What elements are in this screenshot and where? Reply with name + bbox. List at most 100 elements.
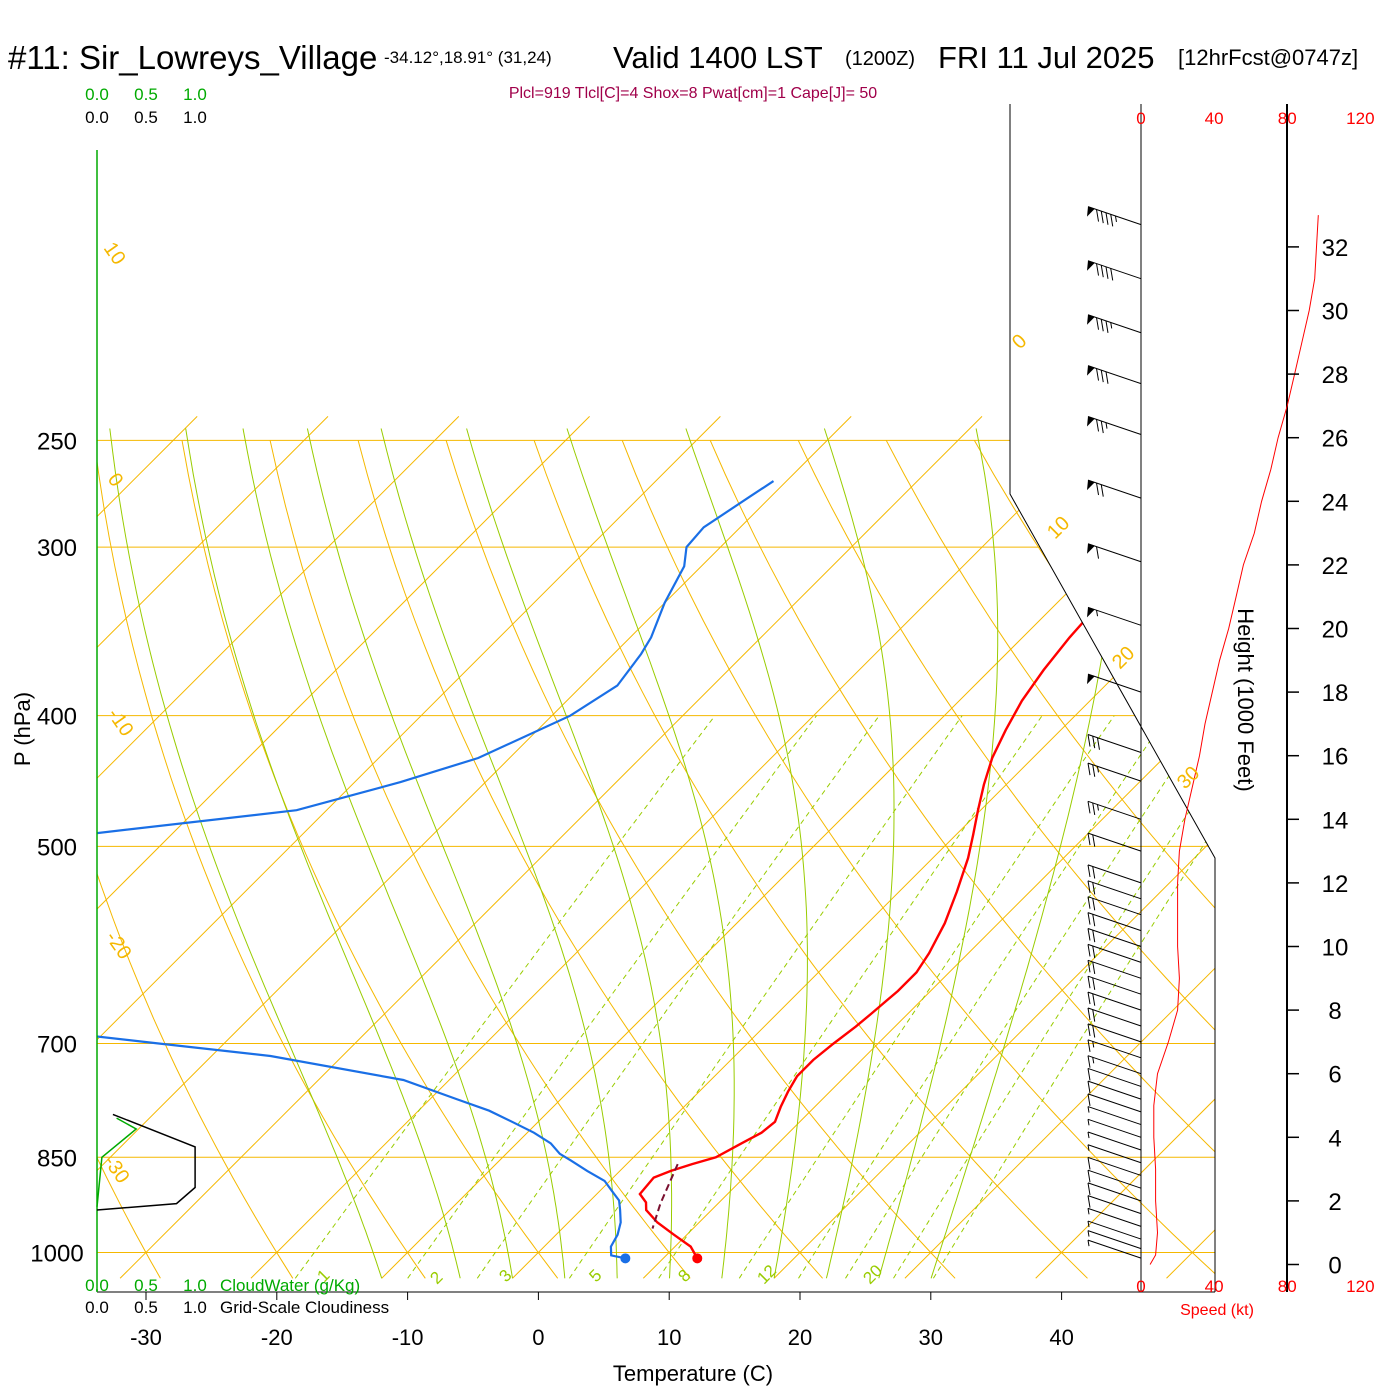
forecast-info: [12hrFcst@0747z] bbox=[1178, 45, 1358, 70]
speed-top-tick: 120 bbox=[1346, 109, 1374, 128]
speed-bottom-tick: 40 bbox=[1205, 1277, 1224, 1296]
barb-full bbox=[1092, 977, 1096, 990]
barb-flag bbox=[1087, 674, 1095, 685]
isotherm bbox=[97, 416, 590, 1279]
height-tick-label: 2 bbox=[1328, 1189, 1341, 1216]
speed-top-tick: 0 bbox=[1136, 109, 1145, 128]
temperature-line bbox=[638, 473, 1215, 1259]
isotherm bbox=[119, 416, 983, 1279]
barb-full bbox=[1087, 1182, 1091, 1195]
wind-barb bbox=[1087, 1106, 1142, 1126]
barb-full bbox=[1087, 1055, 1091, 1068]
wind-barb bbox=[1087, 1093, 1142, 1113]
cloud-water-label: CloudWater (g/Kg) bbox=[220, 1276, 360, 1295]
temperature-axis: -30 -20 -10 0 10 20 30 40 bbox=[130, 1292, 1074, 1350]
barb-full bbox=[1096, 368, 1100, 381]
wind-barb bbox=[1087, 1023, 1142, 1043]
dry-adiabat bbox=[97, 440, 294, 1279]
surface-temperature-marker bbox=[692, 1253, 703, 1264]
height-tick-label: 32 bbox=[1322, 235, 1349, 262]
moist-adiabat-label: 8 bbox=[674, 1266, 694, 1286]
barb-staff bbox=[1087, 673, 1142, 693]
barb-half bbox=[1087, 1220, 1090, 1228]
barb-full bbox=[1096, 737, 1100, 750]
barb-staff bbox=[1087, 1195, 1142, 1215]
dry-adiabat bbox=[621, 440, 1215, 1279]
isotherm bbox=[97, 416, 329, 1279]
barb-full bbox=[1087, 864, 1091, 877]
grid-cloudiness-line bbox=[96, 1113, 196, 1211]
dry-adiabat bbox=[709, 440, 1215, 1279]
wind-barb bbox=[1087, 1169, 1142, 1189]
barb-full bbox=[1087, 1093, 1091, 1106]
height-tick-label: 4 bbox=[1328, 1125, 1341, 1152]
wind-barb bbox=[1087, 1080, 1142, 1100]
barb-full bbox=[1105, 212, 1109, 225]
barb-full bbox=[1096, 317, 1100, 330]
height-tick-label: 14 bbox=[1322, 807, 1349, 834]
speed-top-tick: 80 bbox=[1278, 109, 1297, 128]
barb-full bbox=[1087, 912, 1091, 925]
wind-barb bbox=[1087, 943, 1142, 963]
mixing-ratio-line bbox=[658, 715, 1043, 1279]
mixing-ratio-line bbox=[798, 715, 1168, 1279]
cloud-water-bottom-tick: 0.0 bbox=[85, 1276, 109, 1295]
barb-staff bbox=[1087, 943, 1142, 963]
speed-bottom-tick: 0 bbox=[1136, 1277, 1145, 1296]
x-tick-label: 30 bbox=[919, 1325, 943, 1350]
barb-staff bbox=[1087, 1118, 1142, 1138]
dry-adiabat-label: 0 bbox=[1008, 330, 1031, 353]
wind-barb bbox=[1087, 1067, 1142, 1087]
barb-half bbox=[1087, 1119, 1090, 1126]
wind-barb bbox=[1087, 260, 1142, 281]
wind-barb bbox=[1087, 1118, 1142, 1138]
barb-staff bbox=[1087, 543, 1142, 563]
wind-barb bbox=[1087, 734, 1142, 753]
wind-barb bbox=[1087, 314, 1142, 334]
wind-barb bbox=[1087, 479, 1142, 499]
wind-barb bbox=[1087, 543, 1142, 563]
x-tick-label: -10 bbox=[392, 1325, 424, 1350]
barb-full bbox=[1092, 914, 1096, 927]
wind-barb bbox=[1087, 864, 1142, 884]
barb-staff bbox=[1087, 762, 1142, 782]
barb-staff bbox=[1087, 880, 1142, 900]
mixing-ratio-line bbox=[738, 715, 1115, 1279]
barb-staff bbox=[1087, 832, 1142, 852]
mixing-ratio-line bbox=[893, 715, 1215, 1279]
barb-full bbox=[1092, 882, 1096, 895]
height-tick-label: 18 bbox=[1322, 680, 1349, 707]
barb-staff bbox=[1087, 864, 1142, 884]
barb-full bbox=[1100, 420, 1104, 434]
dry-adiabat bbox=[269, 440, 691, 1279]
barb-full bbox=[1100, 319, 1104, 332]
wind-barb bbox=[1087, 1182, 1142, 1202]
dry-adiabat bbox=[181, 440, 559, 1279]
barb-half bbox=[1087, 1131, 1090, 1139]
barb-full bbox=[1087, 880, 1091, 893]
wind-barb bbox=[1087, 1207, 1142, 1227]
wind-barb bbox=[1087, 1239, 1142, 1259]
dry-adiabat-label: -20 bbox=[101, 927, 136, 963]
barb-full bbox=[1087, 1007, 1091, 1021]
wind-barb bbox=[1087, 800, 1142, 820]
valid-time: Valid 1400 LST bbox=[613, 40, 823, 75]
height-tick-label: 8 bbox=[1328, 998, 1341, 1025]
dry-adiabat bbox=[533, 440, 1088, 1279]
y-tick-label: 400 bbox=[37, 704, 77, 731]
mixing-ratio-line bbox=[407, 715, 817, 1279]
y-axis-title: P (hPa) bbox=[10, 692, 35, 766]
moist-adiabat bbox=[242, 428, 513, 1279]
barb-staff bbox=[1087, 1067, 1142, 1087]
cloud-scale: 0.0 0.0 0.0 0.0 0.5 0.5 0.5 0.5 1.0 1.0 1.0 1.0 bbox=[85, 85, 207, 1317]
height-axis-title: Height (1000 Feet) bbox=[1233, 608, 1258, 791]
dry-adiabat-label: 0 bbox=[103, 469, 127, 491]
moist-adiabat bbox=[685, 428, 808, 1279]
y-tick-label: 300 bbox=[37, 535, 77, 562]
height-tick-label: 30 bbox=[1322, 299, 1349, 326]
sounding-lines bbox=[97, 473, 1215, 1264]
sounding-indices: Plcl=919 Tlcl[C]=4 Shox=8 Pwat[cm]=1 Cap… bbox=[509, 85, 877, 102]
height-tick-label: 16 bbox=[1322, 744, 1349, 771]
barb-flag bbox=[1087, 607, 1095, 618]
